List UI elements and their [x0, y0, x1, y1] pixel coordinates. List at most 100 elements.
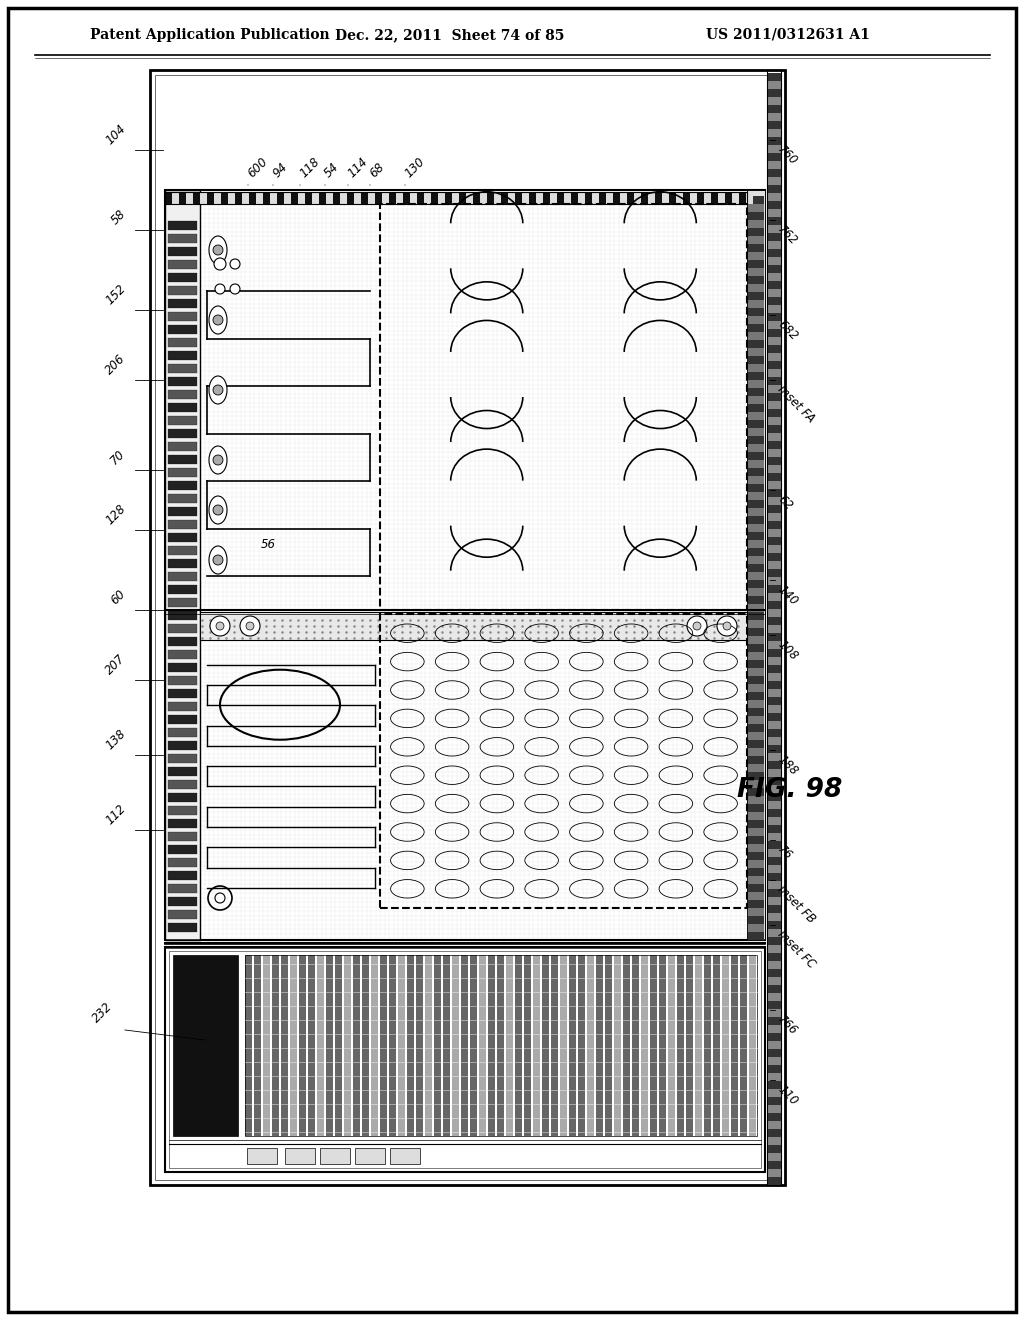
- Text: 128: 128: [102, 502, 128, 527]
- Text: 600: 600: [245, 154, 270, 180]
- Bar: [748, 723, 764, 733]
- Bar: [767, 537, 781, 545]
- Bar: [767, 1162, 781, 1170]
- Bar: [767, 1089, 781, 1097]
- Bar: [571, 191, 578, 205]
- Bar: [168, 312, 197, 321]
- Bar: [767, 73, 781, 81]
- Text: 58: 58: [109, 207, 128, 227]
- Bar: [407, 954, 414, 1137]
- Bar: [254, 954, 261, 1137]
- Bar: [767, 657, 781, 665]
- Bar: [168, 220, 197, 230]
- Bar: [767, 697, 781, 705]
- Text: FIG. 98: FIG. 98: [737, 777, 843, 803]
- Bar: [767, 185, 781, 193]
- Bar: [641, 954, 648, 1137]
- Bar: [632, 954, 639, 1137]
- Bar: [522, 191, 529, 205]
- Bar: [748, 500, 764, 508]
- Circle shape: [723, 622, 731, 630]
- Bar: [748, 444, 764, 451]
- Bar: [270, 191, 278, 205]
- Bar: [767, 329, 781, 337]
- Bar: [748, 404, 764, 412]
- Bar: [263, 191, 270, 205]
- Bar: [748, 420, 764, 428]
- Circle shape: [213, 246, 223, 255]
- Ellipse shape: [209, 306, 227, 334]
- Bar: [344, 954, 351, 1137]
- Bar: [368, 191, 375, 205]
- Text: Inset FB: Inset FB: [775, 883, 818, 925]
- Bar: [748, 228, 764, 236]
- Bar: [767, 888, 781, 898]
- Bar: [186, 191, 193, 205]
- Bar: [155, 75, 780, 1180]
- Bar: [443, 954, 450, 1137]
- Bar: [767, 762, 781, 770]
- Bar: [767, 480, 781, 488]
- Bar: [767, 441, 781, 449]
- Bar: [748, 644, 764, 652]
- Bar: [748, 628, 764, 636]
- Ellipse shape: [209, 446, 227, 474]
- Bar: [767, 161, 781, 169]
- Bar: [748, 333, 764, 341]
- Bar: [767, 433, 781, 441]
- Bar: [746, 190, 765, 940]
- Bar: [748, 684, 764, 692]
- Bar: [168, 638, 197, 645]
- Bar: [767, 96, 781, 106]
- Bar: [767, 281, 781, 289]
- Bar: [767, 969, 781, 977]
- Bar: [767, 137, 781, 145]
- Bar: [488, 954, 495, 1137]
- Circle shape: [214, 257, 226, 271]
- Bar: [748, 372, 764, 380]
- Bar: [168, 909, 197, 919]
- Bar: [767, 457, 781, 465]
- Bar: [550, 191, 557, 205]
- Bar: [767, 937, 781, 945]
- Bar: [748, 843, 764, 851]
- Bar: [767, 953, 781, 961]
- Bar: [748, 436, 764, 444]
- Bar: [613, 191, 620, 205]
- Bar: [676, 191, 683, 205]
- Bar: [746, 190, 765, 940]
- Bar: [767, 744, 781, 752]
- Bar: [767, 777, 781, 785]
- Bar: [452, 191, 459, 205]
- Bar: [767, 977, 781, 985]
- Bar: [168, 325, 197, 334]
- Bar: [308, 954, 315, 1137]
- Bar: [767, 793, 781, 801]
- Bar: [168, 663, 197, 672]
- Bar: [767, 305, 781, 313]
- Bar: [767, 1113, 781, 1121]
- Bar: [767, 345, 781, 352]
- Bar: [748, 548, 764, 556]
- Bar: [168, 480, 197, 490]
- Bar: [354, 191, 361, 205]
- Ellipse shape: [209, 376, 227, 404]
- Bar: [767, 665, 781, 673]
- Bar: [767, 177, 781, 185]
- Bar: [748, 213, 764, 220]
- Bar: [767, 673, 781, 681]
- Text: 762: 762: [775, 223, 800, 248]
- Text: 54: 54: [322, 160, 342, 180]
- Bar: [551, 954, 558, 1137]
- Bar: [722, 954, 729, 1137]
- Bar: [382, 191, 389, 205]
- Bar: [748, 636, 764, 644]
- Text: 108: 108: [775, 638, 800, 663]
- Bar: [748, 668, 764, 676]
- Bar: [497, 954, 504, 1137]
- Bar: [284, 191, 291, 205]
- Bar: [487, 191, 494, 205]
- Bar: [168, 858, 197, 867]
- Bar: [200, 612, 746, 640]
- Bar: [767, 1041, 781, 1049]
